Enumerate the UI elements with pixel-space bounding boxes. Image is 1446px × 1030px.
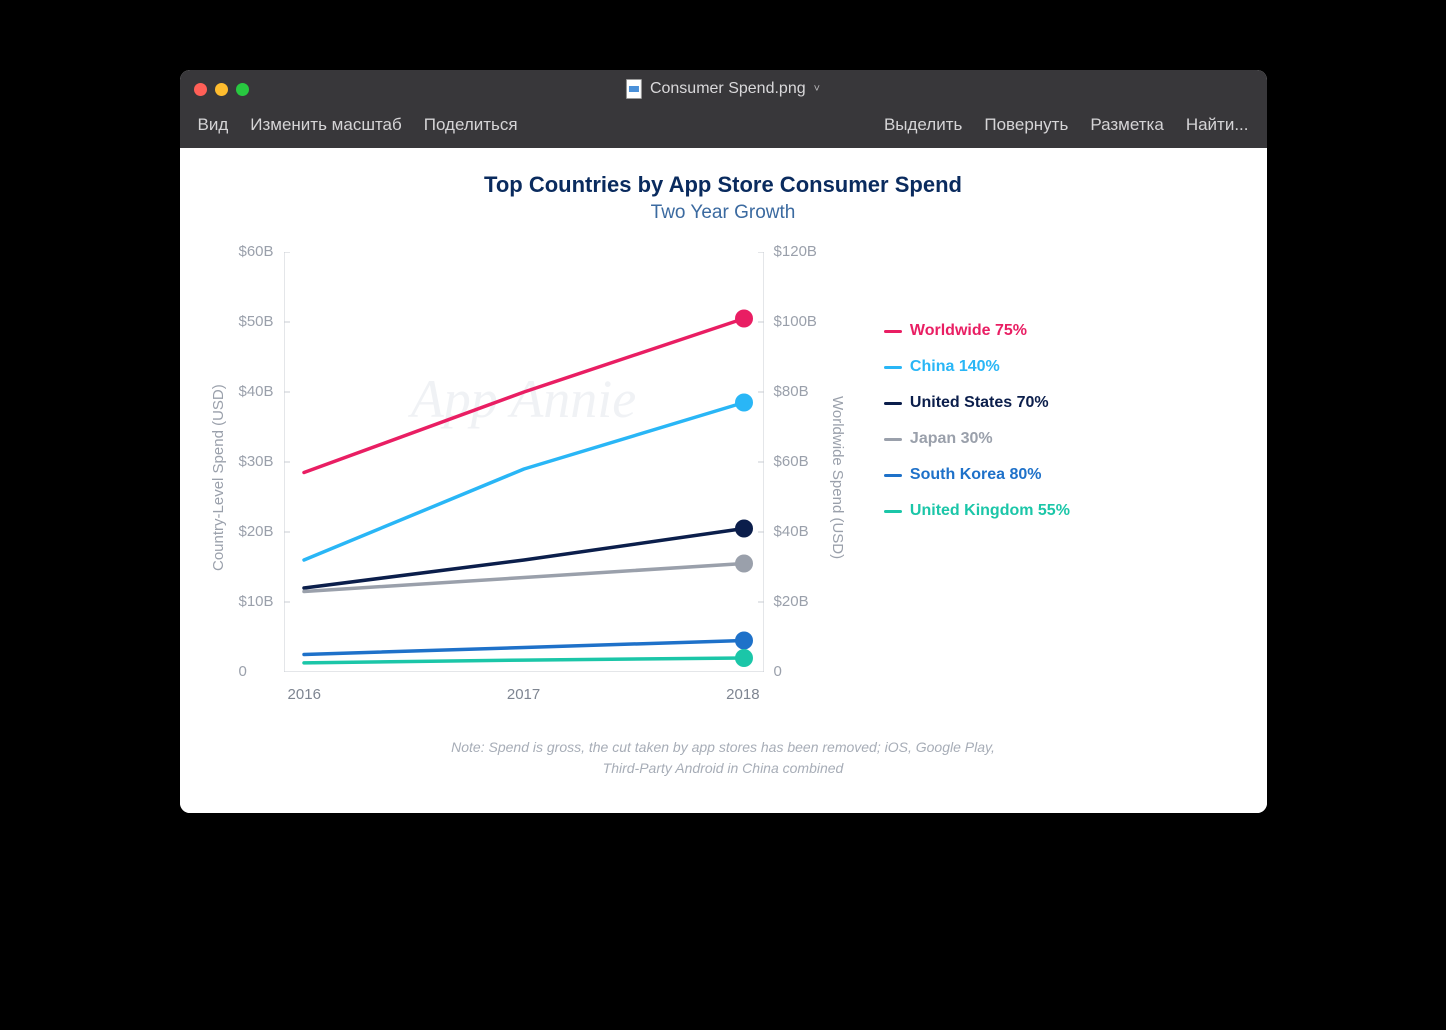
- legend-label: Worldwide 75%: [910, 322, 1027, 340]
- toolbar: Вид Изменить масштаб Поделиться Выделить…: [180, 108, 1267, 148]
- legend-dash-icon: [884, 330, 902, 333]
- toolbar-rotate-button[interactable]: Повернуть: [984, 115, 1068, 135]
- toolbar-zoom-button[interactable]: Изменить масштаб: [250, 115, 401, 135]
- traffic-lights: [194, 83, 249, 96]
- toolbar-find-button[interactable]: Найти...: [1186, 115, 1249, 135]
- legend-dash-icon: [884, 474, 902, 477]
- legend-label: China 140%: [910, 358, 1000, 376]
- chart-subtitle: Two Year Growth: [208, 202, 1239, 224]
- y-axis-right-label: Worldwide Spend (USD): [827, 252, 848, 703]
- legend-item: United States 70%: [884, 394, 1070, 412]
- legend-dash-icon: [884, 438, 902, 441]
- minimize-icon[interactable]: [215, 83, 228, 96]
- toolbar-select-button[interactable]: Выделить: [884, 115, 962, 135]
- legend-label: South Korea 80%: [910, 466, 1042, 484]
- chart-svg: [284, 252, 764, 672]
- toolbar-share-button[interactable]: Поделиться: [424, 115, 518, 135]
- y-axis-left-label: Country-Level Spend (USD): [208, 252, 229, 703]
- x-tick: 2017: [507, 686, 540, 703]
- chart-plot: App Annie: [284, 252, 764, 672]
- legend-item: United Kingdom 55%: [884, 502, 1070, 520]
- legend-dash-icon: [884, 402, 902, 405]
- chart-legend: Worldwide 75% China 140% United States 70%…: [848, 252, 1070, 703]
- file-icon: [626, 79, 642, 99]
- legend-label: United States 70%: [910, 394, 1049, 412]
- footnote-line: Third-Party Android in China combined: [208, 758, 1239, 779]
- y-axis-right-ticks: $120B$100B$80B$60B$40B$20B0: [764, 252, 827, 672]
- legend-label: Japan 30%: [910, 430, 993, 448]
- y-axis-left-ticks: $60B$50B$40B$30B$20B$10B0: [229, 252, 284, 672]
- chart-title: Top Countries by App Store Consumer Spen…: [208, 172, 1239, 198]
- filename-label: Consumer Spend.png: [650, 80, 806, 98]
- legend-item: South Korea 80%: [884, 466, 1070, 484]
- x-tick: 2016: [288, 686, 321, 703]
- legend-item: China 140%: [884, 358, 1070, 376]
- chevron-down-icon[interactable]: ˅: [814, 83, 820, 95]
- toolbar-markup-button[interactable]: Разметка: [1090, 115, 1163, 135]
- legend-dash-icon: [884, 510, 902, 513]
- chart-footnote: Note: Spend is gross, the cut taken by a…: [208, 737, 1239, 779]
- image-content: Top Countries by App Store Consumer Spen…: [180, 148, 1267, 813]
- zoom-icon[interactable]: [236, 83, 249, 96]
- titlebar[interactable]: Consumer Spend.png ˅: [180, 70, 1267, 108]
- preview-window: Consumer Spend.png ˅ Вид Изменить масшта…: [180, 70, 1267, 813]
- window-title[interactable]: Consumer Spend.png ˅: [626, 79, 820, 99]
- x-tick: 2018: [726, 686, 759, 703]
- toolbar-view-button[interactable]: Вид: [198, 115, 229, 135]
- x-axis-ticks: 2016 2017 2018: [284, 686, 764, 703]
- legend-item: Worldwide 75%: [884, 322, 1070, 340]
- close-icon[interactable]: [194, 83, 207, 96]
- legend-label: United Kingdom 55%: [910, 502, 1070, 520]
- legend-item: Japan 30%: [884, 430, 1070, 448]
- footnote-line: Note: Spend is gross, the cut taken by a…: [208, 737, 1239, 758]
- chart-body: Country-Level Spend (USD) $60B$50B$40B$3…: [208, 252, 1239, 703]
- legend-dash-icon: [884, 366, 902, 369]
